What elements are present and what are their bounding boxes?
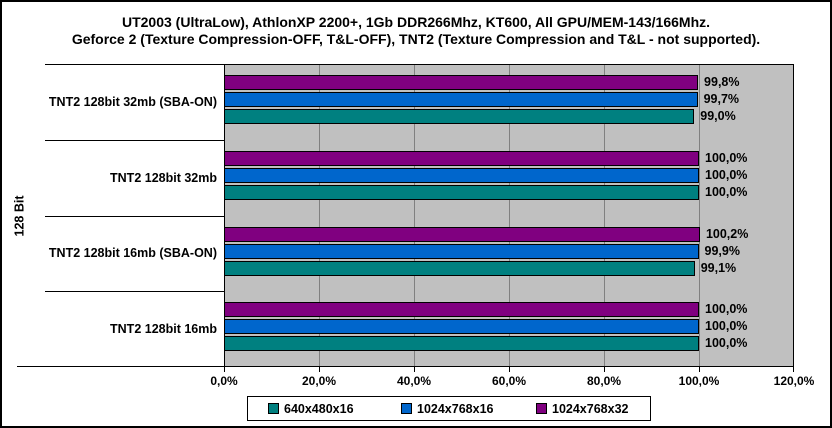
x-tick-label: 60,0%: [491, 374, 527, 388]
bar: [224, 243, 699, 259]
bar: [224, 184, 699, 200]
legend: 640x480x16 1024x768x16 1024x768x32: [247, 396, 651, 421]
bar: [224, 319, 699, 335]
x-tick-mark: [604, 367, 605, 372]
bar-value-label: 100,0%: [705, 336, 748, 351]
legend-item: 1024x768x32: [536, 397, 628, 420]
bar-value-label: 100,0%: [705, 184, 748, 199]
x-tick-mark: [414, 367, 415, 372]
category-label: TNT2 128bit 16mb (SBA-ON): [48, 246, 217, 261]
bar-value-label: 99,1%: [700, 260, 737, 275]
group-separator: [45, 64, 224, 65]
gridline: [604, 65, 605, 366]
x-tick-mark: [224, 367, 225, 372]
bar: [224, 167, 699, 183]
bar: [224, 260, 695, 276]
gridline: [509, 65, 510, 366]
x-tick-label: 120,0%: [773, 374, 815, 388]
legend-item: 640x480x16: [268, 397, 354, 420]
legend-swatch-icon: [401, 403, 412, 414]
group-separator: [45, 216, 224, 217]
bar: [224, 150, 699, 166]
legend-label: 1024x768x16: [417, 401, 494, 416]
bar: [224, 226, 700, 242]
gridline: [699, 65, 700, 366]
group-separator: [45, 140, 224, 141]
x-tick-label: 100,0%: [678, 374, 720, 388]
bar-value-label: 100,2%: [705, 226, 749, 241]
x-tick-label: 20,0%: [301, 374, 337, 388]
bar: [224, 92, 698, 107]
chart-title-block: UT2003 (UltraLow), AthlonXP 2200+, 1Gb D…: [2, 14, 830, 48]
x-tick-mark: [509, 367, 510, 372]
bar-value-label: 100,0%: [705, 319, 748, 334]
bar-value-label: 100,0%: [705, 302, 748, 317]
x-tick-label: 80,0%: [586, 374, 622, 388]
gridline: [414, 65, 415, 366]
bar-value-label: 99,7%: [703, 92, 740, 106]
group-separator: [45, 291, 224, 292]
category-label: TNT2 128bit 16mb: [110, 322, 217, 337]
bar-value-label: 100,0%: [705, 167, 748, 182]
y-axis-group-label: 128 Bit: [12, 195, 26, 236]
x-tick-label: 0,0%: [210, 374, 238, 388]
bar: [224, 109, 695, 124]
legend-swatch-icon: [268, 403, 279, 414]
x-tick-mark: [699, 367, 700, 372]
bar-value-label: 99,8%: [704, 75, 740, 89]
bar-value-label: 99,0%: [700, 109, 736, 123]
legend-swatch-icon: [536, 403, 547, 414]
category-label: TNT2 128bit 32mb (SBA-ON): [48, 94, 217, 109]
x-tick-label: 40,0%: [396, 374, 432, 388]
legend-label: 1024x768x32: [552, 401, 629, 416]
bar-value-label: 100,0%: [705, 150, 748, 165]
chart-subtitle: Geforce 2 (Texture Compression-OFF, T&L-…: [71, 31, 761, 47]
bar: [224, 302, 699, 318]
bar-value-label: 99,9%: [704, 243, 740, 258]
x-tick-mark: [793, 367, 794, 372]
legend-label: 640x480x16: [284, 401, 354, 416]
axis-baseline: [17, 366, 224, 367]
gridline: [319, 65, 320, 366]
x-tick-mark: [319, 367, 320, 372]
chart-title: UT2003 (UltraLow), AthlonXP 2200+, 1Gb D…: [121, 14, 711, 30]
category-label: TNT2 128bit 32mb: [110, 170, 217, 185]
bar: [224, 336, 699, 352]
bar: [224, 75, 699, 90]
legend-item: 1024x768x16: [401, 397, 493, 420]
